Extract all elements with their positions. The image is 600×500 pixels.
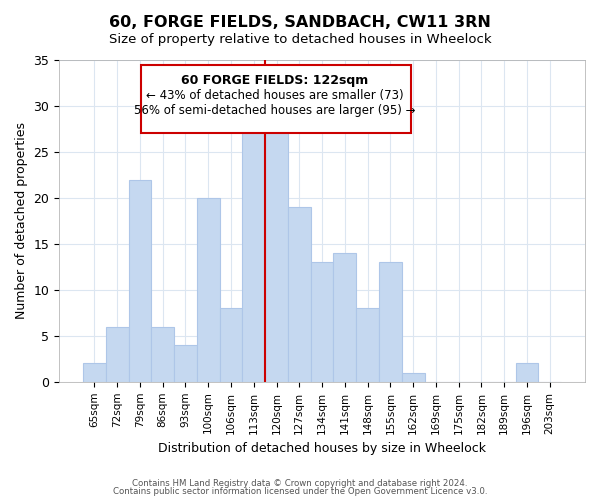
Bar [83,364,106,382]
Bar [356,308,379,382]
Text: Size of property relative to detached houses in Wheelock: Size of property relative to detached ho… [109,32,491,46]
Bar [402,372,425,382]
Bar [311,262,334,382]
Bar [379,262,402,382]
Bar [334,253,356,382]
Bar [128,180,151,382]
Text: 60, FORGE FIELDS, SANDBACH, CW11 3RN: 60, FORGE FIELDS, SANDBACH, CW11 3RN [109,15,491,30]
Bar [515,364,538,382]
Text: ← 43% of detached houses are smaller (73): ← 43% of detached houses are smaller (73… [146,89,404,102]
Y-axis label: Number of detached properties: Number of detached properties [15,122,28,320]
Text: Contains HM Land Registry data © Crown copyright and database right 2024.: Contains HM Land Registry data © Crown c… [132,478,468,488]
Bar [265,115,288,382]
Bar [288,207,311,382]
Text: 60 FORGE FIELDS: 122sqm: 60 FORGE FIELDS: 122sqm [181,74,368,87]
Text: 56% of semi-detached houses are larger (95) →: 56% of semi-detached houses are larger (… [134,104,416,117]
Text: Contains public sector information licensed under the Open Government Licence v3: Contains public sector information licen… [113,487,487,496]
Bar [106,326,128,382]
X-axis label: Distribution of detached houses by size in Wheelock: Distribution of detached houses by size … [158,442,486,455]
Bar [220,308,242,382]
Bar [174,345,197,382]
Bar [197,198,220,382]
Bar [151,326,174,382]
Bar [242,115,265,382]
